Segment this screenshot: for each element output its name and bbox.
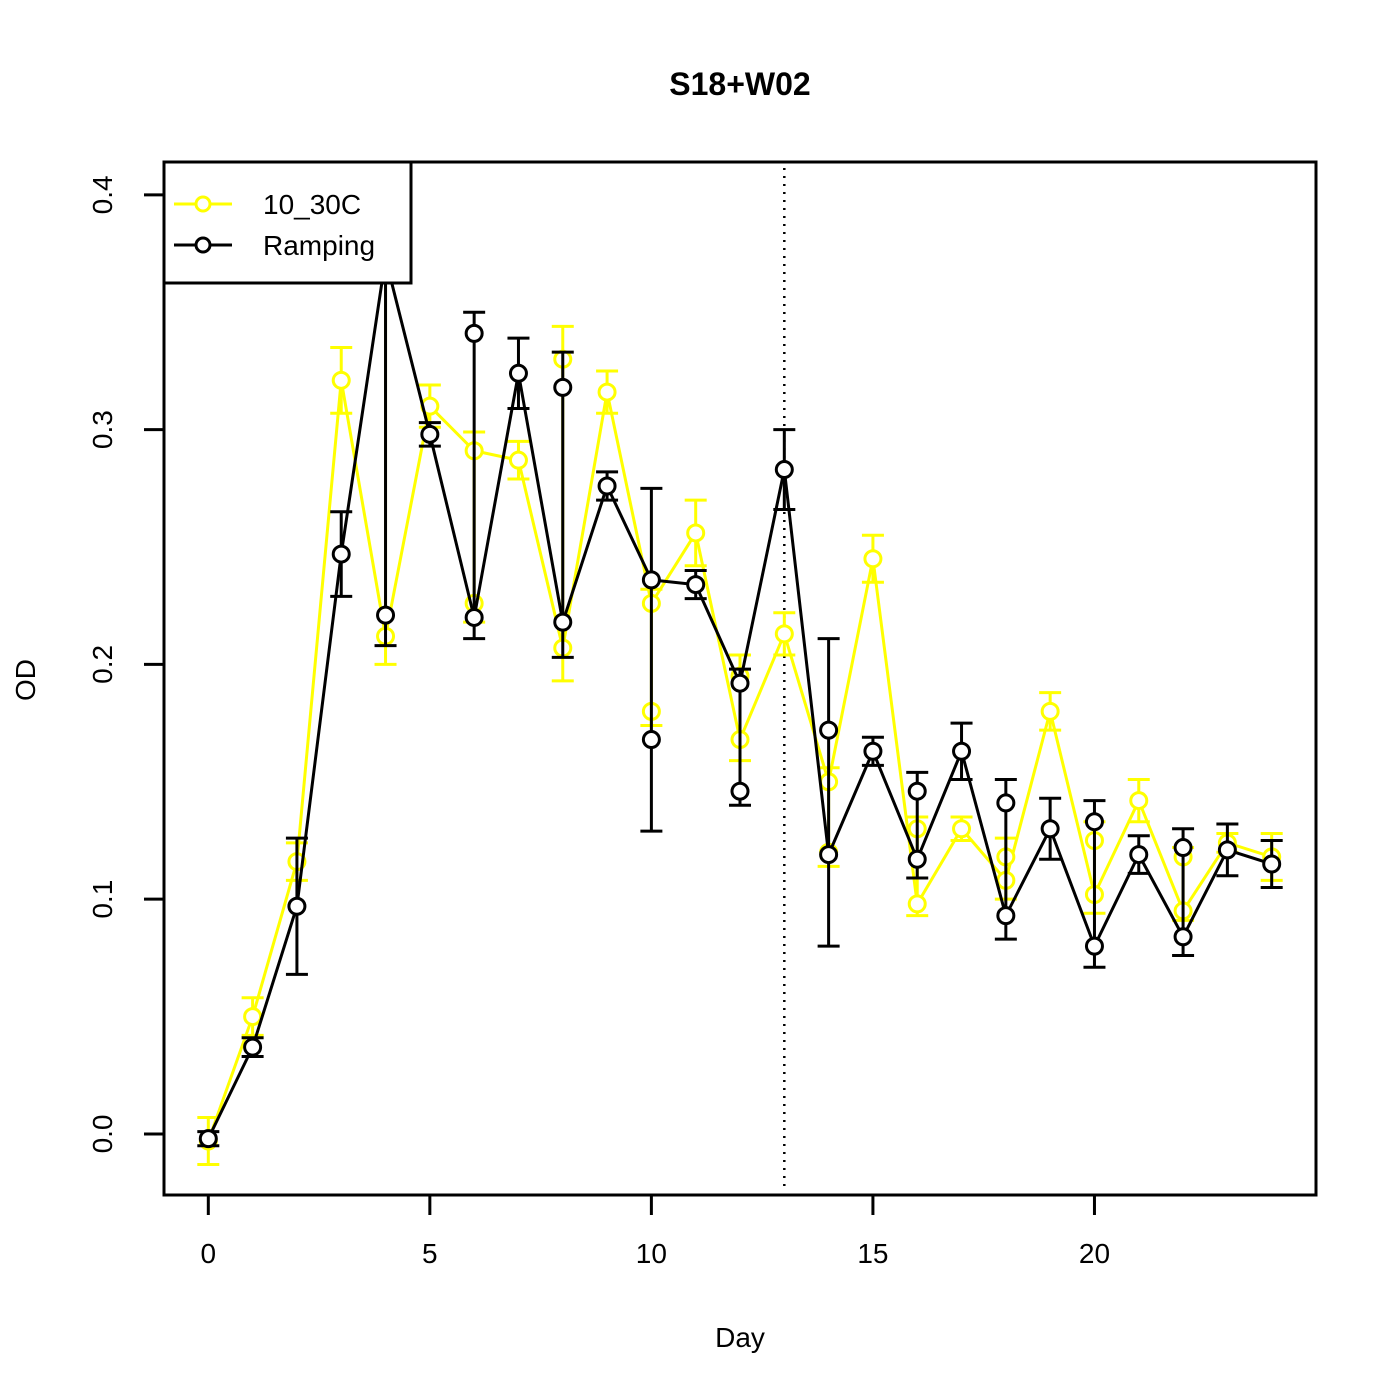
error-bar <box>817 637 840 948</box>
data-point <box>553 377 573 397</box>
data-point <box>1173 838 1193 858</box>
legend-label: 10_30C <box>263 189 361 220</box>
data-point <box>774 624 794 644</box>
data-point <box>376 605 396 625</box>
y-tick-label: 0.2 <box>87 645 118 684</box>
data-point <box>508 363 528 383</box>
data-point <box>508 450 528 470</box>
x-axis-title: Day <box>715 1322 765 1353</box>
y-tick-label: 0.1 <box>87 880 118 919</box>
data-point <box>686 523 706 543</box>
data-point <box>597 476 617 496</box>
error-bar <box>463 310 486 641</box>
error-bar <box>551 350 574 659</box>
legend-swatch-point <box>194 195 212 213</box>
data-point <box>863 741 883 761</box>
data-point <box>907 781 927 801</box>
data-point <box>641 730 661 750</box>
data-point <box>553 612 573 632</box>
legend-swatch-point <box>194 236 212 254</box>
data-point <box>1262 854 1282 874</box>
data-point <box>686 575 706 595</box>
data-point <box>819 720 839 740</box>
y-axis: 0.0 0.1 0.2 0.3 0.4 <box>87 175 166 1153</box>
x-tick-label: 10 <box>636 1238 667 1269</box>
data-point <box>996 793 1016 813</box>
legend-item: Ramping <box>174 230 375 261</box>
data-point <box>1173 927 1193 947</box>
data-point <box>1129 791 1149 811</box>
x-tick-label: 5 <box>422 1238 438 1269</box>
series-10_30C <box>197 200 1283 1166</box>
data-point <box>730 673 750 693</box>
data-point <box>774 460 794 480</box>
data-point <box>597 382 617 402</box>
x-tick-label: 0 <box>201 1238 217 1269</box>
x-tick-label: 15 <box>857 1238 888 1269</box>
data-point <box>952 741 972 761</box>
data-point <box>287 896 307 916</box>
data-point <box>331 544 351 564</box>
data-point <box>464 323 484 343</box>
x-tick-label: 20 <box>1079 1238 1110 1269</box>
data-point <box>243 1037 263 1057</box>
data-point <box>420 424 440 444</box>
data-point <box>907 894 927 914</box>
data-point <box>907 849 927 869</box>
y-tick-label: 0.3 <box>87 410 118 449</box>
y-axis-title: OD <box>10 659 41 701</box>
data-point <box>331 370 351 390</box>
y-tick-label: 0.0 <box>87 1114 118 1153</box>
error-bar <box>640 486 663 833</box>
plot-area <box>197 168 1283 1189</box>
data-point <box>730 781 750 801</box>
legend-label: Ramping <box>263 230 375 261</box>
legend: 10_30C Ramping <box>162 160 413 285</box>
data-point <box>863 549 883 569</box>
data-point <box>1084 936 1104 956</box>
data-point <box>1040 819 1060 839</box>
data-point <box>819 845 839 865</box>
data-point <box>198 1129 218 1149</box>
data-point <box>1129 845 1149 865</box>
data-point <box>1084 812 1104 832</box>
chart-title: S18+W02 <box>669 66 810 102</box>
legend-item: 10_30C <box>174 189 361 220</box>
data-point <box>1040 701 1060 721</box>
x-axis: 0 5 10 15 20 <box>201 1193 1110 1269</box>
data-point <box>952 819 972 839</box>
data-point <box>243 1007 263 1027</box>
legend-box <box>162 160 413 285</box>
data-point <box>1217 840 1237 860</box>
y-tick-label: 0.4 <box>87 175 118 214</box>
data-point <box>464 607 484 627</box>
series-Ramping <box>197 226 1283 1149</box>
data-point <box>996 906 1016 926</box>
data-point <box>641 570 661 590</box>
